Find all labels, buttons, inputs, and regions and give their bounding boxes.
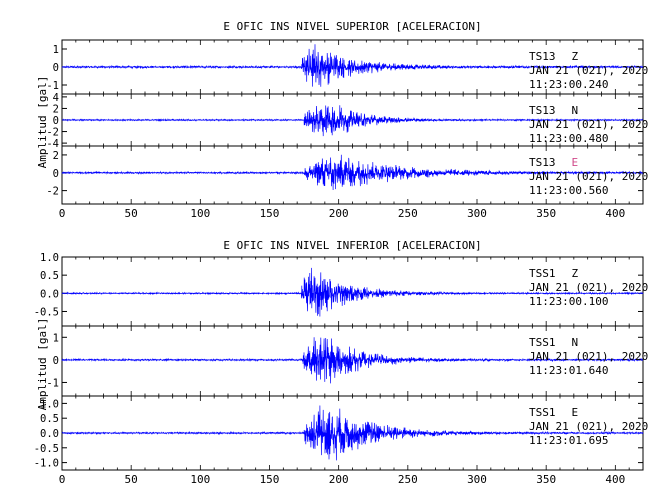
waveform-trace bbox=[61, 105, 644, 137]
component-code: Z bbox=[572, 267, 579, 280]
date-label: JAN 21 (021), 2020 bbox=[529, 281, 648, 294]
x-tick-label: 150 bbox=[260, 473, 280, 486]
station-label: TS13 Z bbox=[529, 50, 579, 63]
station-code: TSS1 bbox=[529, 406, 556, 419]
x-tick-label: 350 bbox=[536, 207, 556, 220]
x-tick-label: 250 bbox=[398, 207, 418, 220]
x-tick-label: 100 bbox=[190, 207, 210, 220]
x-tick-label: 400 bbox=[605, 207, 625, 220]
y-tick-label: -2 bbox=[46, 186, 59, 198]
station-label: TSS1 N bbox=[529, 336, 578, 349]
chart-title: E OFIC INS NIVEL SUPERIOR [ACELERACION] bbox=[223, 20, 481, 33]
time-label: 11:23:00.480 bbox=[529, 132, 608, 145]
station-code: TSS1 bbox=[529, 267, 556, 280]
x-tick-label: 0 bbox=[59, 207, 66, 220]
y-tick-label: 0.5 bbox=[40, 270, 59, 282]
x-tick-label: 250 bbox=[398, 473, 418, 486]
station-code: TS13 bbox=[529, 104, 556, 117]
chart-lower-level: E OFIC INS NIVEL INFERIOR [ACELERACION] A… bbox=[34, 239, 649, 486]
x-tick-label: 100 bbox=[190, 473, 210, 486]
x-tick-label: 0 bbox=[59, 473, 66, 486]
component-code: N bbox=[572, 336, 579, 349]
component-code: E bbox=[572, 406, 579, 419]
station-label: TSS1 Z bbox=[529, 267, 579, 280]
y-tick-label: 1 bbox=[53, 44, 59, 56]
date-label: JAN 21 (021), 2020 bbox=[529, 118, 648, 131]
y-tick-label: 0 bbox=[53, 168, 59, 180]
date-label: JAN 21 (021), 2020 bbox=[529, 350, 648, 363]
y-tick-label: -1.0 bbox=[34, 458, 59, 470]
y-tick-label: 0 bbox=[53, 355, 59, 367]
y-axis-label: Amplitud [gal] bbox=[36, 76, 49, 169]
time-label: 11:23:00.100 bbox=[529, 295, 608, 308]
y-tick-label: 0.5 bbox=[40, 413, 59, 425]
y-tick-label: 1 bbox=[53, 332, 59, 344]
x-tick-label: 300 bbox=[467, 473, 487, 486]
y-tick-label: -4 bbox=[46, 138, 59, 150]
y-tick-label: 1.0 bbox=[40, 252, 59, 264]
time-label: 11:23:01.695 bbox=[529, 434, 608, 447]
time-label: 11:23:00.560 bbox=[529, 184, 608, 197]
x-tick-label: 150 bbox=[260, 207, 280, 220]
station-code: TS13 bbox=[529, 156, 556, 169]
waveform-trace bbox=[61, 405, 644, 461]
date-label: JAN 21 (021), 2020 bbox=[529, 64, 648, 77]
y-tick-label: 0.0 bbox=[40, 288, 59, 300]
station-code: TSS1 bbox=[529, 336, 556, 349]
date-label: JAN 21 (021), 2020 bbox=[529, 420, 648, 433]
x-tick-label: 200 bbox=[329, 473, 349, 486]
x-tick-label: 200 bbox=[329, 207, 349, 220]
x-tick-label: 350 bbox=[536, 473, 556, 486]
y-tick-label: -0.5 bbox=[34, 306, 59, 318]
station-label: TSS1 E bbox=[529, 406, 578, 419]
y-tick-label: 0.0 bbox=[40, 428, 59, 440]
component-code: N bbox=[572, 104, 579, 117]
station-label: TS13 N bbox=[529, 104, 578, 117]
x-tick-label: 400 bbox=[605, 473, 625, 486]
waveform-trace bbox=[61, 44, 644, 87]
component-code: Z bbox=[572, 50, 579, 63]
component-code: E bbox=[572, 156, 579, 169]
date-label: JAN 21 (021), 2020 bbox=[529, 170, 648, 183]
chart-title: E OFIC INS NIVEL INFERIOR [ACELERACION] bbox=[223, 239, 481, 252]
waveform-trace bbox=[61, 337, 644, 384]
x-tick-label: 50 bbox=[125, 207, 138, 220]
y-tick-label: -1 bbox=[46, 80, 59, 92]
waveform-trace bbox=[61, 154, 644, 191]
y-tick-label: 2 bbox=[53, 103, 59, 115]
y-tick-label: 4 bbox=[53, 92, 59, 104]
y-tick-label: -2 bbox=[46, 127, 59, 139]
time-label: 11:23:00.240 bbox=[529, 78, 608, 91]
station-code: TS13 bbox=[529, 50, 556, 63]
y-tick-label: -0.5 bbox=[34, 443, 59, 455]
y-tick-label: 0 bbox=[53, 115, 59, 127]
y-tick-label: 2 bbox=[53, 150, 59, 162]
time-label: 11:23:01.640 bbox=[529, 364, 608, 377]
waveform-trace bbox=[61, 267, 644, 317]
station-label: TS13 E bbox=[529, 156, 578, 169]
x-tick-label: 300 bbox=[467, 207, 487, 220]
chart-upper-level: E OFIC INS NIVEL SUPERIOR [ACELERACION] A… bbox=[36, 20, 648, 220]
x-tick-label: 50 bbox=[125, 473, 138, 486]
y-axis-label: Amplitud [gal] bbox=[36, 318, 49, 411]
y-tick-label: 0 bbox=[53, 62, 59, 74]
y-tick-label: -1 bbox=[46, 377, 59, 389]
y-tick-label: 1.0 bbox=[40, 398, 59, 410]
